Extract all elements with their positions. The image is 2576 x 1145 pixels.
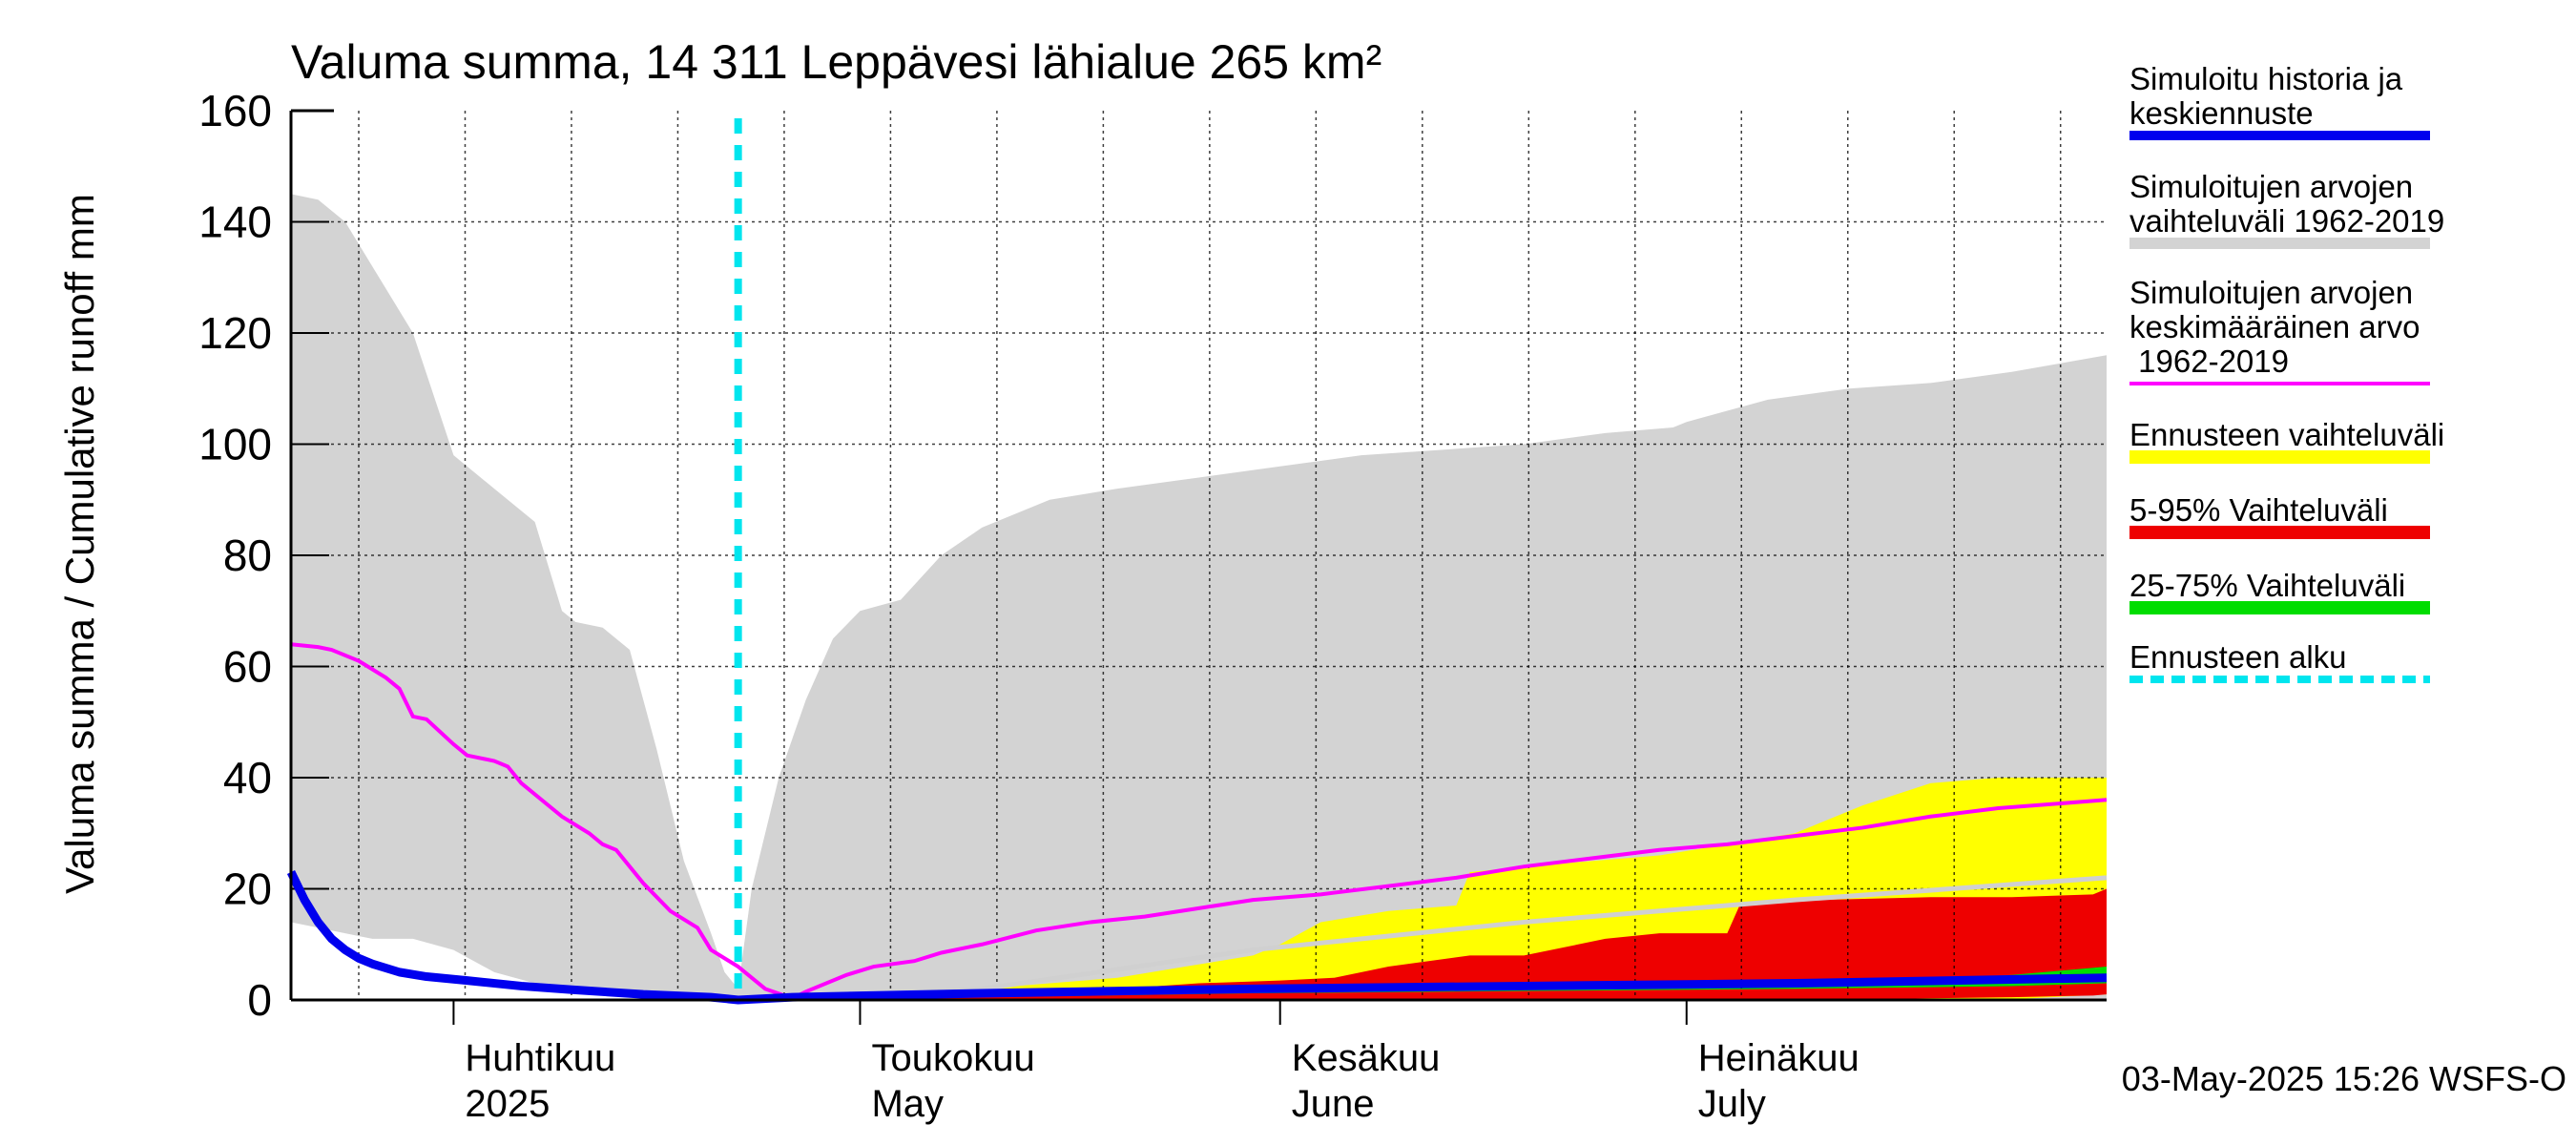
chart-title: Valuma summa, 14 311 Leppävesi lähialue … xyxy=(291,35,1381,89)
x-month-label-fi: Heinäkuu xyxy=(1698,1037,1859,1079)
footer-timestamp: 03-May-2025 15:26 WSFS-O xyxy=(2122,1059,2566,1098)
x-month-label-en: May xyxy=(871,1083,944,1125)
y-tick-label: 20 xyxy=(223,864,272,914)
x-month-label-fi: Toukokuu xyxy=(871,1037,1034,1079)
y-tick-label: 60 xyxy=(223,642,272,692)
y-tick-label: 120 xyxy=(198,308,272,358)
sim-history-line xyxy=(286,870,2108,1005)
hist-range-band xyxy=(291,194,2107,1000)
y-axis-label: Valuma summa / Cumulative runoff mm xyxy=(57,194,102,894)
legend-label: Simuloitu historia ja keskiennuste xyxy=(2129,61,2403,131)
x-month-label-en: June xyxy=(1292,1083,1375,1125)
y-tick-label: 80 xyxy=(223,531,272,580)
legend-label: Ennusteen vaihteluväli xyxy=(2129,417,2444,452)
legend-label: Simuloitujen arvojen vaihteluväli 1962-20… xyxy=(2129,169,2444,239)
x-month-label-fi: Kesäkuu xyxy=(1292,1037,1441,1079)
y-tick-label: 140 xyxy=(198,198,272,247)
legend: Simuloitu historia ja keskiennuste Simuloi… xyxy=(2129,61,2444,683)
legend-label: Ennusteen alku xyxy=(2129,639,2347,675)
p5-95-band xyxy=(737,888,2108,1000)
x-month-label-en: 2025 xyxy=(465,1083,550,1125)
x-month-label-en: July xyxy=(1698,1083,1766,1125)
y-tick-label: 40 xyxy=(223,753,272,802)
y-tick-label: 100 xyxy=(198,420,272,469)
mean-line xyxy=(290,642,2108,1001)
x-month-label-fi: Huhtikuu xyxy=(465,1037,615,1079)
legend-label: Simuloitujen arvojen keskimääräinen arvo … xyxy=(2129,275,2420,379)
y-tick-label: 0 xyxy=(247,975,272,1025)
legend-label: 5-95% Vaihteluväli xyxy=(2129,492,2388,528)
legend-label: 25-75% Vaihteluväli xyxy=(2129,568,2405,603)
y-tick-label: 160 xyxy=(198,86,272,135)
